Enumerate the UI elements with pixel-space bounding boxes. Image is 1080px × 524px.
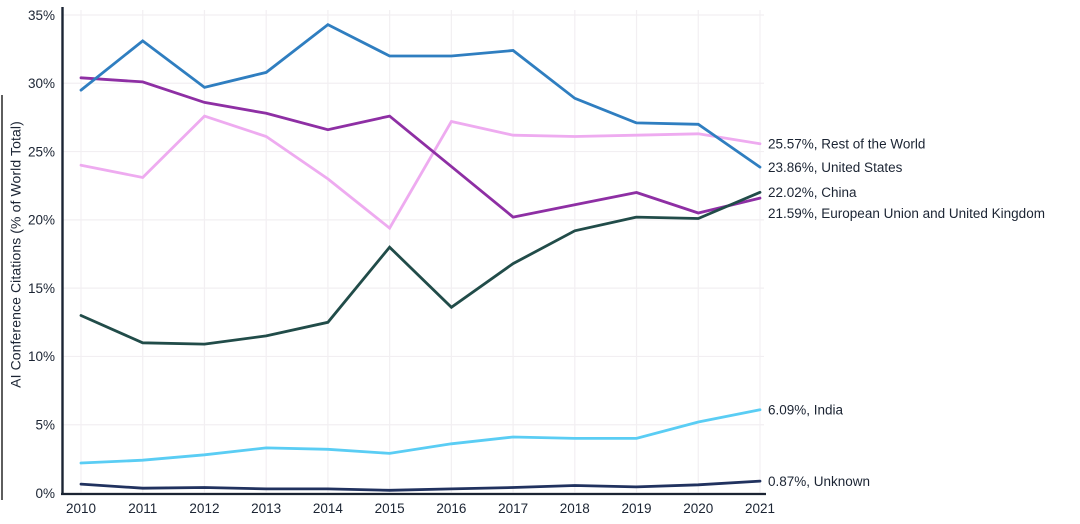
- series-line-united-states: [79, 22, 762, 169]
- y-tick-label-20: 20%: [28, 213, 55, 228]
- y-tick-label-30: 30%: [28, 76, 55, 91]
- x-tick-label-2012: 2012: [189, 501, 219, 516]
- x-tick-label-2016: 2016: [436, 501, 466, 516]
- x-tick-label-2011: 2011: [128, 501, 157, 516]
- x-tick-label-2010: 2010: [66, 501, 96, 516]
- x-tick-label-2019: 2019: [622, 501, 652, 516]
- series-line-india: [79, 408, 762, 465]
- end-label-rest-of-the-world: 25.57%, Rest of the World: [768, 137, 925, 152]
- x-tick-label-2015: 2015: [375, 501, 405, 516]
- y-tick-label-10: 10%: [28, 349, 55, 364]
- y-tick-label-15: 15%: [28, 281, 55, 296]
- y-tick-label-35: 35%: [28, 8, 55, 23]
- x-tick-label-2020: 2020: [683, 501, 713, 516]
- end-label-european-union-and-united-kingdom: 21.59%, European Union and United Kingdo…: [768, 206, 1045, 221]
- y-tick-label-5: 5%: [35, 418, 55, 433]
- y-axis-title: AI Conference Citations (% of World Tota…: [7, 121, 24, 388]
- x-tick-label-2021: 2021: [745, 501, 775, 516]
- series-line-rest-of-the-world: [79, 114, 762, 231]
- series-line-unknown: [79, 479, 762, 492]
- x-tick-label-2014: 2014: [313, 501, 344, 516]
- x-tick-label-2018: 2018: [560, 501, 590, 516]
- end-label-unknown: 0.87%, Unknown: [768, 474, 870, 489]
- x-tick-label-2017: 2017: [498, 501, 528, 516]
- end-label-china: 22.02%, China: [768, 185, 857, 200]
- end-label-india: 6.09%, India: [768, 403, 844, 418]
- y-tick-label-25: 25%: [28, 144, 55, 159]
- series-line-china: [79, 190, 762, 346]
- x-tick-label-2013: 2013: [251, 501, 281, 516]
- end-label-united-states: 23.86%, United States: [768, 160, 903, 175]
- series-line-european-union-and-united-kingdom: [79, 76, 762, 219]
- y-tick-label-0: 0%: [35, 486, 55, 501]
